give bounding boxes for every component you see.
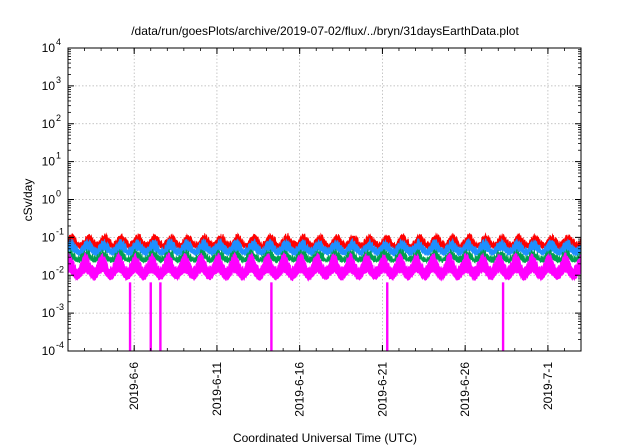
y-tick-label: 10 [42,193,56,207]
y-tick-label: 10 [42,79,56,93]
y-tick-label: 10 [42,117,56,131]
y-tick-exponent: -3 [56,302,64,312]
series-dropout [159,282,162,351]
y-tick-label: 10 [42,268,56,282]
y-tick-exponent: -4 [56,340,64,350]
series-dropout [501,282,505,351]
plot-frame [67,47,582,352]
y-tick-base: 10 [42,41,56,55]
chart-title: /data/run/goesPlots/archive/2019-07-02/f… [131,24,519,38]
x-tick-label: 2019-6-6 [127,362,141,410]
y-tick-label: 10 [42,41,56,55]
y-tick-label: 10 [42,344,56,358]
x-tick-label: 2019-7-1 [541,362,555,410]
x-tick-label: 2019-6-26 [458,362,472,417]
series-dropout [149,282,152,351]
y-tick-base: 10 [42,79,56,93]
y-tick-base: 10 [42,268,56,282]
y-tick-base: 10 [42,155,56,169]
x-axis-label: Coordinated Universal Time (UTC) [233,431,417,445]
y-tick-exponent: 1 [56,151,61,161]
series-dropout [128,282,132,351]
y-tick-exponent: -2 [56,264,64,274]
y-tick-base: 10 [42,306,56,320]
y-tick-base: 10 [42,344,56,358]
y-tick-base: 10 [42,193,56,207]
y-tick-exponent: 2 [56,113,61,123]
y-tick-exponent: 0 [56,189,61,199]
y-tick-exponent: -1 [56,226,64,236]
series-dropout [270,282,273,351]
x-tick-label: 2019-6-16 [293,362,307,417]
y-tick-base: 10 [42,230,56,244]
y-tick-label: 10 [42,230,56,244]
y-tick-label: 10 [42,155,56,169]
y-tick-base: 10 [42,117,56,131]
x-tick-label: 2019-6-21 [375,362,389,417]
x-tick-label: 2019-6-11 [210,362,224,416]
y-axis-label: cSv/day [21,179,35,222]
series-dropout [386,282,389,351]
y-tick-label: 10 [42,306,56,320]
y-tick-exponent: 3 [56,75,61,85]
y-tick-exponent: 4 [56,37,61,47]
